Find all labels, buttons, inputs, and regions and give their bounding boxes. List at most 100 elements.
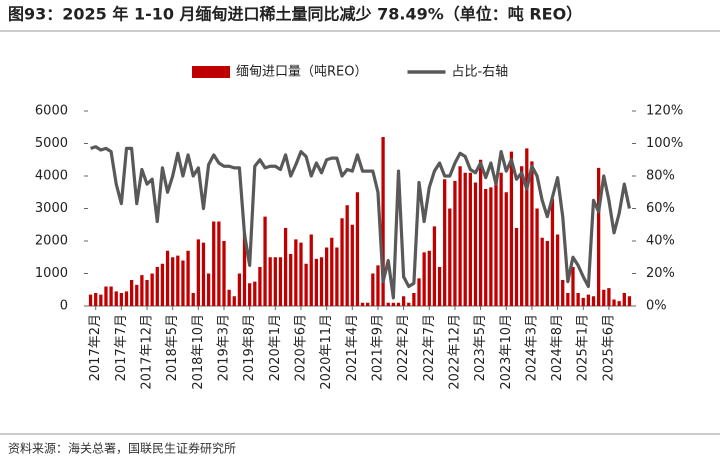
x-tick-label: 2024年3月 [524, 314, 539, 381]
bar [391, 302, 396, 306]
bar [530, 161, 534, 306]
bar [555, 234, 560, 306]
bar [165, 250, 170, 306]
x-tick-label: 2022年2月 [396, 314, 411, 381]
bar [360, 302, 365, 306]
y2-tick-label: 60% [646, 201, 675, 216]
y2-tick-label: 100% [646, 136, 683, 151]
x-tick-label: 2017年12月 [140, 314, 155, 390]
bar [602, 289, 606, 306]
y2-tick-label: 80% [646, 169, 675, 184]
bar [299, 242, 303, 306]
x-tick-label: 2020年1月 [268, 314, 283, 381]
bar [155, 267, 159, 306]
bar [627, 296, 632, 306]
bar [376, 265, 380, 306]
bar [612, 299, 616, 306]
bar [468, 172, 472, 306]
source: 资料来源：海关总署，国联民生证券研究所 [8, 441, 236, 456]
bar [622, 293, 626, 306]
bar [458, 166, 462, 306]
x-tick-label: 2020年11月 [319, 314, 334, 390]
bar [566, 293, 570, 306]
bar [135, 284, 139, 306]
bar [422, 252, 426, 306]
bar [401, 296, 406, 306]
bar [509, 151, 514, 306]
bar [396, 302, 401, 306]
bar [520, 166, 524, 306]
bar [586, 294, 591, 306]
x-tick-label: 2018年10月 [191, 314, 206, 390]
y2-tick-label: 40% [646, 234, 675, 249]
bar [268, 257, 272, 306]
y-tick-label: 0 [60, 299, 68, 314]
bar [258, 267, 262, 306]
y-tick-label: 4000 [35, 169, 68, 184]
y2-tick-label: 0% [646, 299, 667, 314]
bar [94, 293, 98, 306]
bar [550, 198, 555, 306]
bar [191, 293, 195, 306]
bar [222, 241, 226, 306]
bar [576, 293, 580, 306]
bar [514, 228, 519, 306]
bar [248, 283, 252, 306]
bar [99, 294, 103, 306]
bar [355, 192, 360, 306]
x-tick-label: 2024年8月 [550, 314, 565, 381]
chart-title: 图93：2025 年 1-10 月缅甸进口稀土量同比减少 78.49%（单位：吨… [8, 5, 582, 24]
bar [309, 234, 313, 306]
bar [561, 280, 565, 306]
y-tick-label: 2000 [35, 234, 68, 249]
y-tick-label: 1000 [35, 266, 68, 281]
bar [386, 302, 390, 306]
line [90, 145, 631, 300]
bar [171, 257, 175, 306]
bar [453, 180, 457, 306]
bar [478, 159, 483, 306]
x-tick-label: 2025年1月 [576, 314, 591, 381]
bar [114, 291, 118, 306]
bar [237, 273, 242, 306]
bar [304, 263, 308, 306]
bar [366, 302, 370, 306]
bar [124, 291, 129, 306]
bar [596, 167, 601, 306]
legend-label: 缅甸进口量（吨REO） [236, 65, 367, 80]
bar [324, 247, 329, 306]
bar [145, 280, 149, 306]
bar [417, 278, 421, 306]
bar [591, 296, 596, 306]
bar [314, 258, 319, 306]
bar [160, 263, 165, 306]
bar [104, 286, 108, 306]
bar [617, 301, 621, 306]
bar [381, 137, 385, 306]
bar [232, 296, 236, 306]
x-tick-label: 2023年5月 [473, 314, 488, 381]
bar [289, 254, 293, 306]
x-tick-label: 2022年7月 [422, 314, 437, 381]
y2-tick-label: 120% [646, 104, 683, 119]
bar [212, 221, 216, 306]
bar [499, 172, 503, 306]
bar [448, 208, 452, 306]
bar [150, 273, 154, 306]
x-tick-label: 2017年7月 [114, 314, 129, 381]
bar [283, 228, 288, 306]
y-tick-label: 5000 [35, 136, 68, 151]
bar [407, 302, 411, 306]
bar [345, 205, 349, 306]
y-tick-label: 6000 [35, 104, 68, 119]
bar [140, 275, 144, 306]
bar [109, 286, 113, 306]
bar [463, 172, 467, 306]
x-tick-label: 2017年2月 [88, 314, 103, 381]
bar [443, 179, 447, 306]
bar [278, 257, 283, 306]
bar [350, 224, 354, 306]
bar [545, 241, 549, 306]
